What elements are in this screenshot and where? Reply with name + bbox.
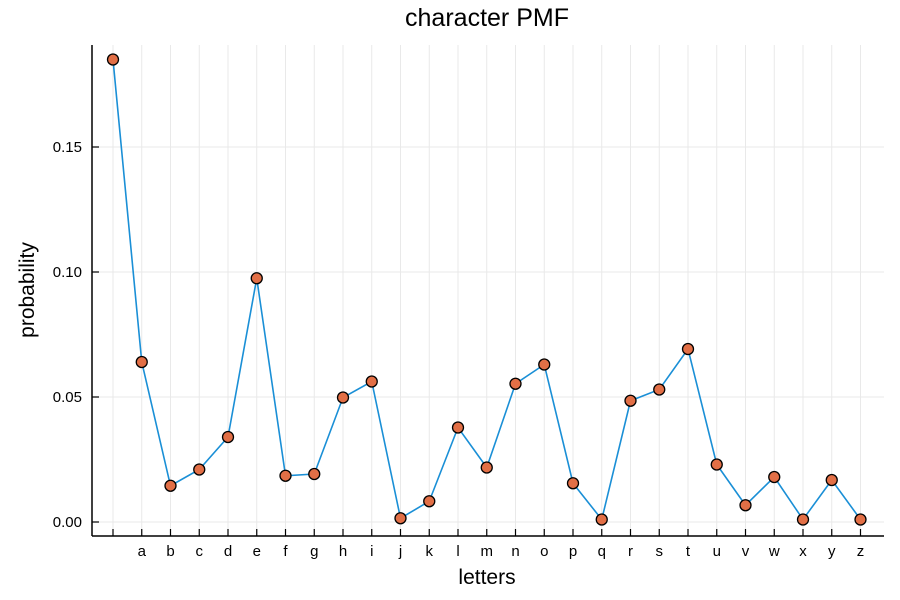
y-axis-label: probability [16,242,39,338]
x-tick-label: m [481,543,494,560]
data-point [480,461,493,474]
x-tick-label: l [456,543,459,560]
x-tick-label: p [569,543,577,560]
data-point [394,512,407,525]
x-tick-label: v [742,543,750,560]
data-point [221,430,235,444]
x-tick-label: t [686,543,691,560]
x-axis-label: letters [458,566,515,589]
x-tick-label: i [370,543,373,560]
x-tick-label: a [138,543,147,560]
x-tick-label: g [310,543,318,560]
data-point [796,513,810,526]
data-point [595,513,608,526]
data-point [193,463,206,476]
x-tick-label: k [426,543,434,560]
axes [91,45,884,537]
x-tick-label: u [713,543,721,560]
data-point [106,53,120,66]
y-tick-label: 0.15 [53,139,82,156]
x-tick-label: q [598,543,606,560]
data-point [509,377,522,390]
data-point [681,342,695,356]
series [106,53,867,526]
data-point [308,467,321,481]
data-point [423,495,436,508]
data-point [135,355,148,369]
data-point [739,499,752,512]
data-point [279,469,292,482]
y-ticks: 0.00 0.05 0.10 0.15 [53,139,99,531]
x-tick-label: b [166,543,174,560]
x-tick-label: y [828,543,836,560]
data-point [451,421,465,434]
y-tick-label: 0.00 [53,514,82,531]
x-tick-label: j [398,543,402,560]
data-point [164,479,177,492]
x-tick-label: n [511,543,519,560]
x-tick-label: s [656,543,664,560]
data-point [653,383,666,396]
x-tick-label: e [253,543,261,560]
x-tick-label: r [628,543,633,560]
chart-title: character PMF [405,4,569,32]
data-point [825,473,838,487]
data-point [336,391,350,404]
x-tick-label: f [283,543,288,560]
data-point [768,470,781,484]
y-tick-label: 0.05 [53,389,82,406]
data-point [538,358,551,371]
y-tick-label: 0.10 [53,264,82,281]
data-point [566,477,580,490]
data-point [250,272,263,285]
x-tick-label: x [799,543,807,560]
x-tick-label: c [196,543,204,560]
data-point [710,458,723,471]
data-point [365,375,378,388]
x-tick-label: z [857,543,865,560]
data-point [854,513,867,526]
x-tick-label: h [339,543,347,560]
x-tick-label: w [768,543,780,560]
x-tick-label: o [540,543,548,560]
grid-lines [92,45,884,536]
data-point [624,394,637,407]
x-tick-label: d [224,543,232,560]
